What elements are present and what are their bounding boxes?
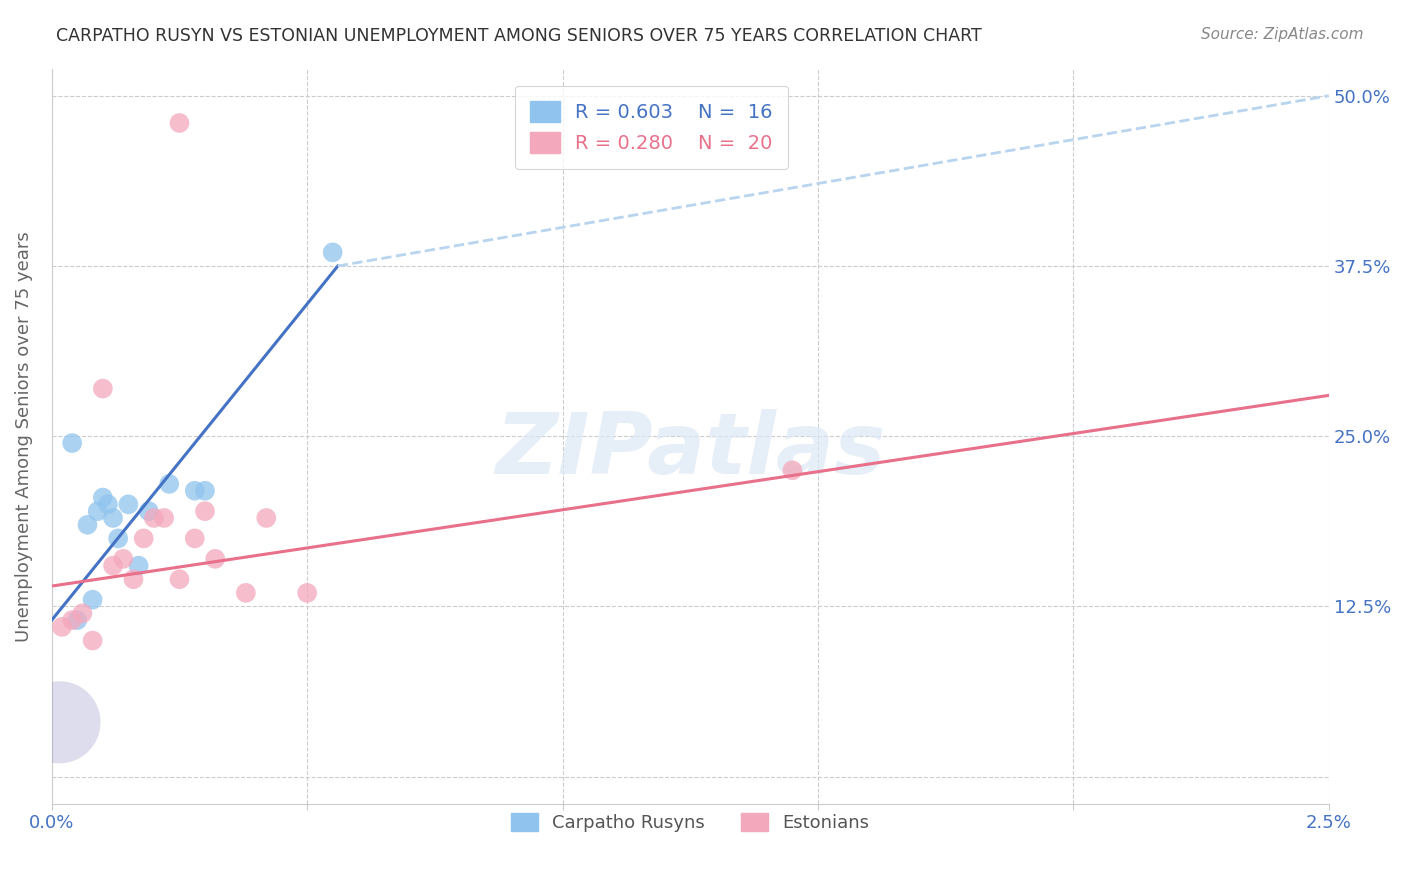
Point bbox=[295, 586, 318, 600]
Point bbox=[194, 483, 217, 498]
Point bbox=[254, 511, 277, 525]
Point bbox=[157, 477, 180, 491]
Point bbox=[184, 532, 207, 546]
Point bbox=[122, 572, 145, 586]
Point bbox=[138, 504, 160, 518]
Point bbox=[169, 572, 191, 586]
Point bbox=[235, 586, 257, 600]
Point bbox=[322, 245, 344, 260]
Point bbox=[112, 551, 135, 566]
Point bbox=[142, 511, 165, 525]
Point bbox=[91, 491, 114, 505]
Text: CARPATHO RUSYN VS ESTONIAN UNEMPLOYMENT AMONG SENIORS OVER 75 YEARS CORRELATION : CARPATHO RUSYN VS ESTONIAN UNEMPLOYMENT … bbox=[56, 27, 981, 45]
Point bbox=[194, 504, 217, 518]
Point bbox=[184, 483, 207, 498]
Point bbox=[169, 116, 191, 130]
Point bbox=[51, 620, 73, 634]
Legend: R = 0.603    N =  16, R = 0.280    N =  20: R = 0.603 N = 16, R = 0.280 N = 20 bbox=[515, 86, 789, 169]
Point bbox=[72, 607, 94, 621]
Point bbox=[60, 436, 83, 450]
Point bbox=[60, 613, 83, 627]
Point bbox=[97, 497, 120, 511]
Point bbox=[107, 532, 129, 546]
Point bbox=[132, 532, 155, 546]
Point bbox=[128, 558, 150, 573]
Point bbox=[82, 592, 104, 607]
Point bbox=[101, 558, 124, 573]
Point bbox=[82, 633, 104, 648]
Point bbox=[87, 504, 110, 518]
Point bbox=[153, 511, 176, 525]
Point bbox=[76, 517, 98, 532]
Point bbox=[66, 613, 89, 627]
Point bbox=[101, 511, 124, 525]
Point bbox=[48, 715, 70, 730]
Point bbox=[117, 497, 139, 511]
Point bbox=[91, 382, 114, 396]
Text: Source: ZipAtlas.com: Source: ZipAtlas.com bbox=[1201, 27, 1364, 42]
Text: ZIPatlas: ZIPatlas bbox=[495, 409, 886, 492]
Point bbox=[782, 463, 804, 477]
Point bbox=[204, 551, 226, 566]
Y-axis label: Unemployment Among Seniors over 75 years: Unemployment Among Seniors over 75 years bbox=[15, 231, 32, 641]
